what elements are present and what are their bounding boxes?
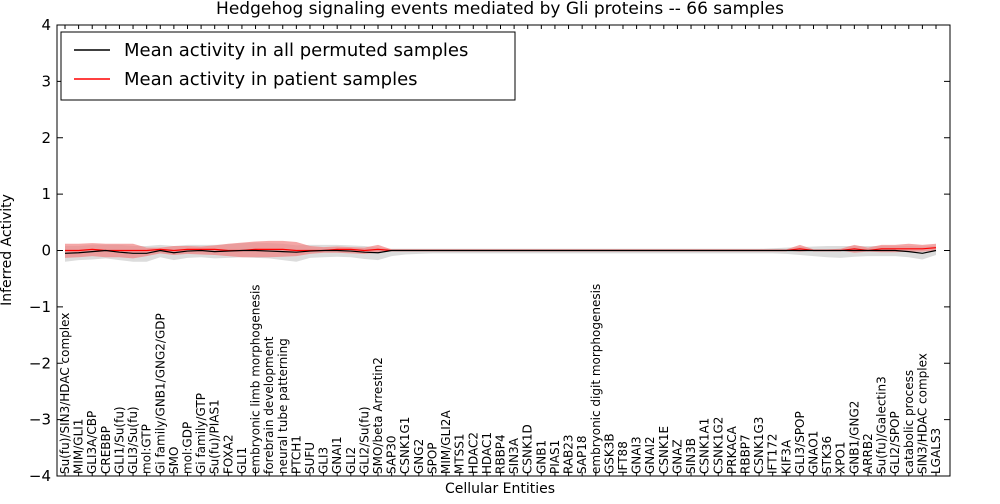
x-tick-label: Gi family/GNB1/GNG2/GDP	[153, 313, 167, 474]
x-tick-label: XPO1	[834, 441, 848, 474]
x-tick-label: CSNK1E	[657, 426, 671, 474]
y-tick-label: 1	[41, 185, 51, 203]
series-lines	[64, 247, 937, 254]
x-tick-label: GNAZ	[670, 439, 684, 474]
y-tick-label: −4	[29, 467, 51, 485]
x-tick-label: SMO	[167, 447, 181, 474]
x-tick-label: PRKACA	[725, 425, 739, 474]
x-tick-label: GLI3/SPOP	[793, 411, 807, 474]
x-tick-label: Su(fu)/SIN3/HDAC complex	[58, 313, 72, 474]
x-tick-label: RAB23	[562, 434, 576, 474]
x-tick-label: RBBP7	[738, 434, 752, 474]
x-tick-label: GNAI3	[630, 436, 644, 474]
x-tick-label: GLI1	[235, 447, 249, 474]
x-tick-label: GLI2/SPOP	[888, 411, 902, 474]
x-tick-label: forebrain development	[262, 336, 276, 474]
confidence-bands	[65, 240, 936, 262]
x-tick-label: GLI2/Su(fu)	[357, 406, 371, 474]
x-tick-label: MIM/GLI1	[72, 419, 86, 474]
x-tick-label: SIN3A	[507, 437, 521, 474]
x-tick-label: GSK3B	[602, 433, 616, 474]
x-tick-label: HDAC1	[480, 432, 494, 474]
x-axis-label: Cellular Entities	[445, 481, 555, 497]
x-tick-label: neural tube patterning	[276, 338, 290, 474]
x-tick-label: SAP18	[575, 435, 589, 474]
y-tick-label: −2	[29, 354, 51, 372]
y-tick-label: 2	[41, 129, 51, 147]
x-tick-label: ARRB2	[861, 433, 875, 474]
x-tick-label: CSNK1A1	[698, 418, 712, 474]
y-tick-label: 0	[41, 242, 51, 260]
x-axis: Su(fu)/SIN3/HDAC complex MIM/GLI1 GLI3A/CB…	[58, 25, 943, 476]
x-tick-label: embryonic digit morphogenesis	[589, 284, 603, 474]
x-tick-label: FOXA2	[221, 434, 235, 474]
x-tick-label: IFT88	[616, 441, 630, 474]
x-tick-label: STK36	[820, 436, 834, 474]
x-tick-label: GNG2	[412, 439, 426, 474]
y-tick-label: −1	[29, 298, 51, 316]
x-tick-label: GNAI2	[643, 436, 657, 474]
x-tick-label: CSNK1G3	[752, 417, 766, 474]
x-tick-label: mol:GDP	[180, 422, 194, 474]
x-tick-label: mol:GTP	[140, 424, 154, 474]
x-tick-label: SMO/beta Arrestin2	[371, 357, 385, 474]
x-tick-label: GLI2	[344, 447, 358, 474]
x-tick-label: CSNK1G1	[398, 417, 412, 474]
x-tick-label: MIM/GLI2A	[439, 410, 453, 474]
y-tick-label: 3	[41, 72, 51, 90]
x-tick-label: SAP30	[385, 435, 399, 474]
x-tick-label: GNAI1	[330, 436, 344, 474]
x-tick-label: CSNK1D	[521, 424, 535, 474]
legend-label-patient: Mean activity in patient samples	[124, 69, 418, 90]
x-tick-label: embryonic limb morphogenesis	[249, 284, 263, 474]
x-tick-label: PTCH1	[289, 435, 303, 474]
y-tick-label: 4	[41, 16, 51, 34]
y-axis: −4 −3 −2 −1 0 1 2 3 4	[29, 16, 950, 485]
x-tick-label: SPOP	[425, 442, 439, 474]
x-tick-label: GLI3	[317, 447, 331, 474]
x-tick-label: GNAO1	[807, 431, 821, 474]
x-tick-label: CREBBP	[99, 426, 113, 474]
x-tick-label: MTSS1	[453, 433, 467, 474]
x-tick-label: SIN3B	[684, 438, 698, 474]
x-tick-label: SIN3/HDAC complex	[915, 353, 929, 474]
legend: Mean activity in all permuted samples Me…	[60, 31, 516, 101]
x-tick-label: GNB1	[534, 440, 548, 474]
band-patient	[65, 240, 936, 259]
x-tick-label: GLI3A/CBP	[85, 411, 99, 474]
x-tick-label: LGALS3	[929, 428, 943, 474]
x-tick-label: SUFU	[303, 442, 317, 474]
legend-box	[60, 31, 516, 101]
y-axis-label: Inferred Activity	[0, 194, 15, 306]
x-tick-label: GLI3/Su(fu)	[126, 406, 140, 474]
y-tick-label: −3	[29, 411, 51, 429]
x-tick-label: catabolic process	[902, 370, 916, 474]
x-tick-label: CSNK1G2	[711, 417, 725, 474]
x-tick-label: RBBP4	[494, 434, 508, 474]
x-tick-label: IFT172	[766, 434, 780, 474]
legend-label-permuted: Mean activity in all permuted samples	[124, 40, 468, 61]
x-tick-label: Su(fu)/Galectin3	[875, 376, 889, 474]
x-tick-label: Gi family/GTP	[194, 393, 208, 474]
x-tick-label: GNB1/GNG2	[847, 401, 861, 474]
chart-title: Hedgehog signaling events mediated by Gl…	[216, 0, 784, 19]
x-tick-label: KIF3A	[779, 439, 793, 474]
x-tick-label: Su(fu)/PIAS1	[208, 399, 222, 474]
line-permuted	[64, 249, 937, 254]
x-tick-label: PIAS1	[548, 440, 562, 474]
x-tick-label: GLI1/Su(fu)	[112, 406, 126, 474]
x-tick-label: HDAC2	[466, 432, 480, 474]
